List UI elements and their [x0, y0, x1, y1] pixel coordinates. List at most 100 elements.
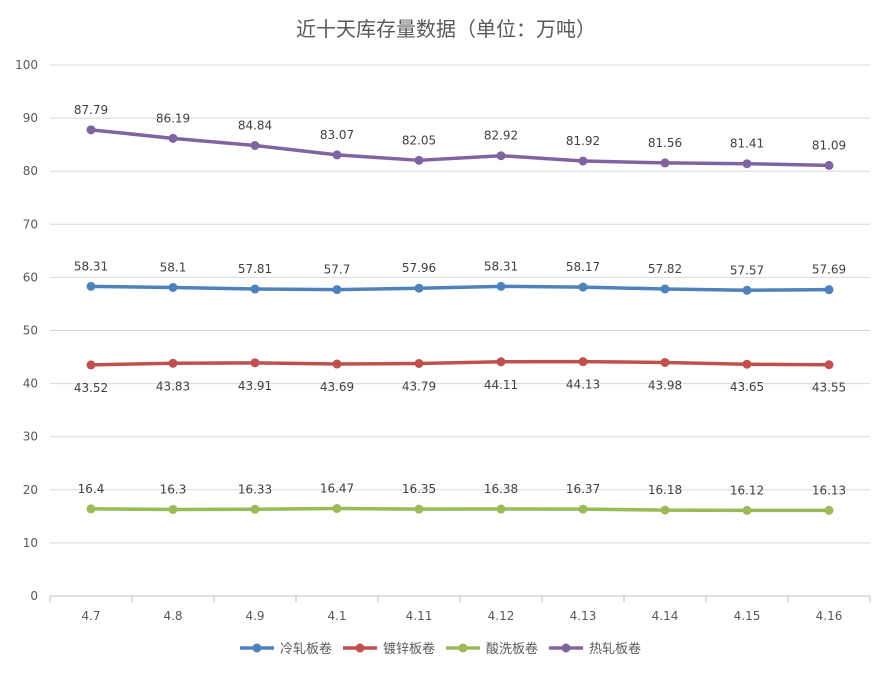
data-point	[250, 504, 260, 514]
data-label: 16.12	[730, 483, 764, 497]
legend-label: 热轧板卷	[589, 641, 641, 657]
data-label: 81.56	[648, 136, 682, 150]
data-point	[332, 150, 342, 160]
data-label: 16.33	[238, 482, 272, 496]
data-label: 58.17	[566, 260, 600, 274]
series-line	[89, 506, 831, 513]
data-label: 58.31	[74, 259, 108, 273]
y-tick-label: 20	[23, 483, 38, 497]
data-point	[660, 505, 670, 515]
data-point	[660, 284, 670, 294]
legend-label: 镀锌板卷	[383, 641, 435, 657]
data-point	[660, 357, 670, 367]
data-point	[168, 358, 178, 368]
data-point	[496, 151, 506, 161]
data-label: 16.47	[320, 482, 354, 496]
data-point	[578, 282, 588, 292]
legend-swatch-marker	[458, 643, 468, 653]
data-label: 43.91	[238, 379, 272, 393]
data-label: 16.4	[78, 482, 105, 496]
data-label: 16.37	[566, 482, 600, 496]
data-label: 81.09	[812, 138, 846, 152]
data-point	[824, 360, 834, 370]
x-tick-label: 4.16	[816, 609, 843, 623]
data-point	[578, 504, 588, 514]
data-point	[414, 155, 424, 165]
data-label: 16.35	[402, 482, 436, 496]
data-label: 57.96	[402, 261, 436, 275]
legend-label: 冷轧板卷	[280, 641, 332, 657]
data-label: 44.11	[484, 378, 518, 392]
data-point	[824, 285, 834, 295]
data-point	[332, 504, 342, 514]
y-tick-label: 100	[15, 58, 38, 72]
data-point	[250, 358, 260, 368]
data-point	[660, 158, 670, 168]
x-tick-label: 4.7	[81, 609, 100, 623]
data-point	[578, 156, 588, 166]
data-label: 43.83	[156, 379, 190, 393]
data-label: 57.82	[648, 262, 682, 276]
data-label: 43.98	[648, 378, 682, 392]
data-point	[414, 358, 424, 368]
data-point	[250, 140, 260, 150]
data-point	[86, 281, 96, 291]
legend-swatch-marker	[252, 643, 262, 653]
data-label: 57.57	[730, 263, 764, 277]
data-point	[742, 159, 752, 169]
data-label: 43.65	[730, 380, 764, 394]
y-tick-label: 60	[23, 270, 38, 284]
data-label: 58.1	[160, 260, 187, 274]
y-tick-label: 70	[23, 217, 38, 231]
y-tick-label: 80	[23, 164, 38, 178]
series-line	[89, 128, 831, 168]
data-label: 84.84	[238, 118, 272, 132]
data-point	[332, 285, 342, 295]
y-tick-label: 30	[23, 430, 38, 444]
legend-swatch-marker	[561, 643, 571, 653]
legend-label: 酸洗板卷	[486, 641, 538, 657]
data-point	[742, 285, 752, 295]
data-label: 81.92	[566, 134, 600, 148]
data-label: 43.79	[402, 379, 436, 393]
series-line	[89, 284, 831, 293]
data-label: 16.13	[812, 483, 846, 497]
data-label: 87.79	[74, 103, 108, 117]
y-tick-label: 10	[23, 536, 38, 550]
data-label: 57.69	[812, 263, 846, 277]
x-tick-label: 4.15	[734, 609, 761, 623]
data-label: 16.18	[648, 483, 682, 497]
x-axis: 4.7 4.8 4.9 4.1 4.11 4.12 4.13 4.14 4.15 4.16	[49, 595, 871, 623]
data-point	[414, 283, 424, 293]
data-label: 57.7	[324, 263, 351, 277]
data-label: 86.19	[156, 111, 190, 125]
x-tick-label: 4.12	[488, 609, 515, 623]
chart-title: 近十天库存量数据（单位：万吨）	[296, 17, 596, 41]
y-tick-label: 50	[23, 324, 38, 338]
x-tick-label: 4.8	[163, 609, 182, 623]
legend: 冷轧板卷 镀锌板卷 酸洗板卷 热轧板卷	[240, 641, 641, 657]
data-label: 16.38	[484, 482, 518, 496]
data-label: 43.69	[320, 380, 354, 394]
data-label: 82.05	[402, 133, 436, 147]
data-label: 16.3	[160, 482, 187, 496]
data-point	[742, 359, 752, 369]
x-tick-label: 4.14	[652, 609, 679, 623]
data-label: 43.52	[74, 381, 108, 395]
data-point	[250, 284, 260, 294]
data-point	[824, 505, 834, 515]
data-label: 57.81	[238, 262, 272, 276]
data-point	[578, 357, 588, 367]
data-point	[496, 504, 506, 514]
data-label: 58.31	[484, 259, 518, 273]
data-label: 82.92	[484, 129, 518, 143]
y-axis: 0 10 20 30 40 50 60 70 80 90 100	[15, 58, 38, 603]
data-point	[86, 125, 96, 135]
data-point	[414, 504, 424, 514]
data-point	[824, 160, 834, 170]
legend-swatch-marker	[355, 643, 365, 653]
data-label: 44.13	[566, 378, 600, 392]
series-group	[86, 125, 834, 515]
x-tick-label: 4.9	[245, 609, 264, 623]
